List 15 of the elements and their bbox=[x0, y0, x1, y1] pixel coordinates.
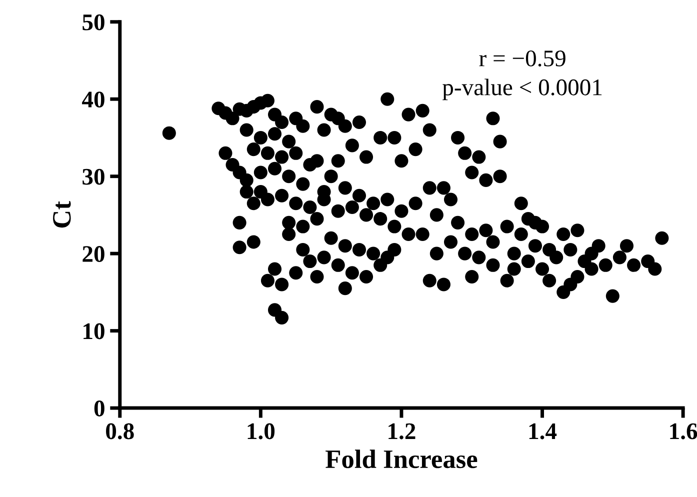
y-tick-label: 10 bbox=[84, 323, 104, 340]
y-tick-label: 0 bbox=[94, 400, 104, 416]
x-tick-label: 1.4 bbox=[529, 423, 557, 440]
annotation: p-value < 0.0001 bbox=[442, 78, 602, 100]
y-axis-title: Ct bbox=[53, 201, 71, 228]
y-tick-label: 50 bbox=[82, 14, 104, 30]
x-tick-label: 1.6 bbox=[670, 423, 697, 440]
x-tick-label: 1.2 bbox=[388, 423, 416, 440]
annotation: r = −0.59 bbox=[479, 50, 566, 66]
x-tick-label: 0.8 bbox=[106, 423, 134, 440]
x-tick-label: 1.0 bbox=[248, 423, 275, 440]
y-tick-label: 30 bbox=[82, 168, 104, 185]
x-axis-title: Fold Increase bbox=[326, 450, 478, 468]
y-tick-label: 20 bbox=[82, 246, 104, 262]
y-tick-label: 40 bbox=[82, 92, 104, 108]
